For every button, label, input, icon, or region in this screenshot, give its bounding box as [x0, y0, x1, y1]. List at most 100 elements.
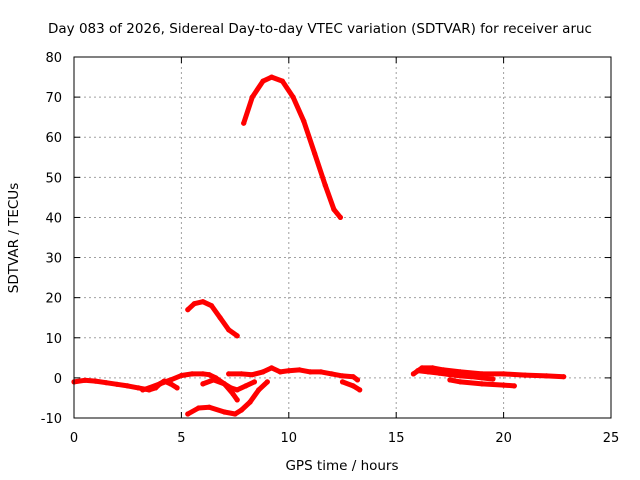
data-point [249, 372, 255, 378]
data-point [135, 385, 141, 391]
x-tick-label: 5 [177, 431, 185, 446]
data-point [238, 407, 245, 413]
data-point [168, 377, 174, 383]
data-point [82, 377, 88, 383]
data-point [260, 78, 266, 84]
y-tick-label: 50 [45, 171, 62, 186]
data-point [322, 182, 328, 188]
y-tick-label: -10 [41, 412, 62, 427]
data-point [174, 385, 180, 391]
data-point [561, 374, 567, 380]
data-point [146, 385, 152, 391]
data-point [290, 94, 296, 100]
series-arc-9 [410, 365, 567, 380]
data-point [425, 369, 431, 375]
axis-ticks: 0 5 10 15 20 25 -10 0 10 20 30 40 50 60 70 80 [41, 51, 620, 446]
data-point [350, 374, 356, 380]
data-point [337, 214, 343, 220]
data-point [357, 387, 363, 393]
data-point [312, 150, 318, 156]
data-point [226, 371, 232, 377]
x-tick-label: 25 [603, 431, 620, 446]
data-point [241, 120, 247, 126]
y-tick-label: 40 [45, 211, 62, 226]
data-point [228, 385, 234, 391]
data-point [269, 74, 275, 80]
data-series [71, 74, 567, 417]
data-point [430, 365, 436, 371]
data-point [447, 372, 453, 378]
data-point [232, 411, 238, 417]
plot-border [73, 56, 612, 419]
data-point [415, 368, 421, 374]
y-tick-label: 30 [45, 252, 62, 267]
data-point [196, 405, 202, 411]
x-tick-label: 0 [70, 431, 78, 446]
data-point [217, 315, 223, 321]
data-point [264, 379, 270, 385]
data-point [286, 368, 292, 374]
data-point [479, 375, 485, 381]
data-point [544, 373, 550, 379]
data-point [157, 381, 163, 387]
data-point [249, 94, 255, 100]
x-axis-label: GPS time / hours [285, 458, 398, 474]
data-point [200, 381, 206, 387]
data-point [243, 383, 249, 389]
data-point [522, 372, 528, 378]
data-point [458, 369, 464, 375]
y-tick-label: 80 [45, 51, 62, 66]
y-tick-label: 0 [54, 372, 62, 387]
data-point [307, 369, 313, 375]
y-tick-label: 70 [45, 91, 62, 106]
x-tick-label: 10 [281, 431, 298, 446]
data-point [354, 377, 361, 383]
y-tick-label: 60 [45, 131, 62, 146]
data-point [501, 382, 507, 388]
data-point [208, 303, 215, 309]
data-point [350, 383, 356, 389]
grid-lines [74, 57, 611, 418]
data-point [189, 371, 195, 377]
x-tick-label: 15 [388, 431, 405, 446]
data-point [234, 387, 240, 393]
data-point [103, 380, 109, 386]
x-tick-label: 20 [495, 431, 512, 446]
data-point [221, 381, 227, 387]
data-point [468, 374, 474, 380]
data-point [458, 379, 464, 385]
data-point [211, 377, 217, 383]
data-point [479, 371, 485, 377]
data-point [191, 301, 197, 307]
data-point [479, 381, 485, 387]
data-point [279, 78, 285, 84]
y-tick-label: 10 [45, 332, 62, 347]
y-axis-label: SDTVAR / TECUs [6, 183, 22, 293]
data-point [178, 372, 184, 379]
data-point [140, 387, 146, 393]
data-point [114, 381, 120, 387]
data-point [329, 371, 335, 377]
chart-title: Day 083 of 2026, Sidereal Day-to-day VTE… [48, 21, 592, 37]
series-arc-6 [226, 365, 360, 383]
data-point [490, 376, 496, 382]
data-point [301, 118, 307, 124]
data-point [206, 404, 212, 410]
data-point [296, 367, 303, 373]
data-point [226, 327, 232, 333]
data-point [260, 369, 266, 375]
data-point [458, 373, 464, 379]
data-point [318, 369, 324, 375]
data-point [200, 299, 206, 305]
data-point [200, 371, 206, 377]
data-point [185, 411, 191, 417]
data-point [447, 377, 453, 383]
data-point [339, 379, 346, 385]
data-point [230, 391, 236, 397]
data-point [277, 369, 283, 375]
data-point [331, 206, 337, 212]
data-point [501, 371, 507, 377]
data-point [410, 371, 416, 377]
data-point [511, 383, 517, 389]
data-point [234, 397, 240, 403]
